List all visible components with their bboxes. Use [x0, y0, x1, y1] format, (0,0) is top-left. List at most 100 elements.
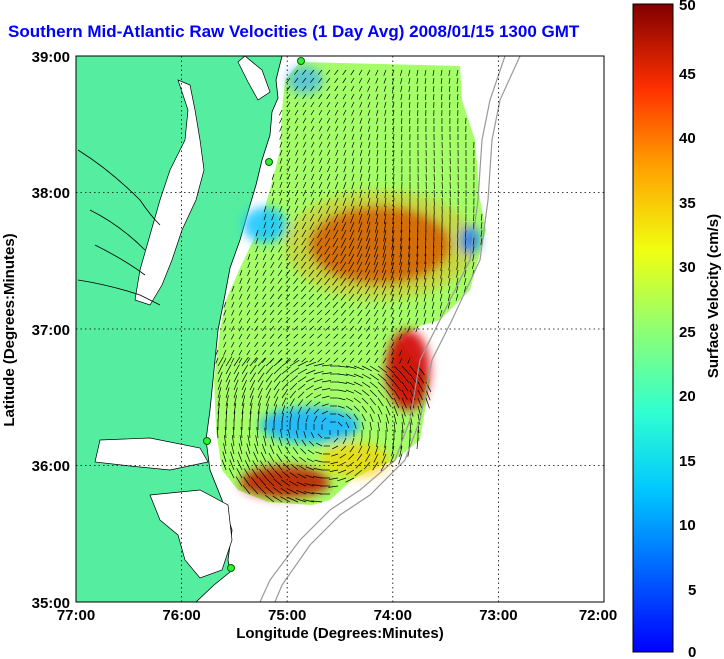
current-vector: [326, 133, 331, 140]
current-vector: [345, 373, 356, 378]
current-vector: [390, 317, 395, 325]
current-vector: [432, 85, 435, 92]
current-vector: [341, 325, 347, 332]
current-vector: [399, 261, 403, 273]
current-vector: [390, 277, 395, 288]
current-vector: [231, 293, 235, 300]
current-vector: [293, 277, 299, 285]
current-vector: [343, 157, 347, 165]
current-vector: [398, 269, 403, 281]
current-vector: [340, 277, 347, 286]
current-vector: [409, 397, 415, 409]
current-vector: [335, 141, 339, 148]
current-vector: [342, 69, 347, 76]
current-vector: [399, 253, 403, 266]
current-vector: [293, 341, 299, 347]
current-vector: [246, 443, 251, 455]
current-vector: [325, 357, 331, 363]
current-vector: [287, 173, 291, 180]
current-vector: [334, 189, 339, 198]
current-vector: [359, 181, 363, 190]
current-vector: [321, 417, 327, 423]
current-vector: [464, 245, 467, 254]
current-vector: [287, 165, 291, 172]
current-vector: [310, 93, 315, 100]
current-vector: [349, 349, 355, 355]
current-vector: [247, 261, 251, 269]
current-vector: [282, 462, 291, 471]
current-vector: [300, 277, 307, 285]
current-vector: [365, 317, 371, 324]
current-vector: [332, 253, 339, 263]
current-vector: [332, 277, 339, 286]
current-vector: [254, 325, 259, 332]
current-vector: [356, 277, 363, 287]
current-vector: [295, 181, 299, 189]
y-tick-label: 37:00: [32, 322, 70, 339]
current-vector: [295, 173, 299, 180]
current-vector: [305, 407, 311, 415]
current-vector: [262, 325, 267, 332]
current-vector: [233, 395, 238, 407]
james-river: [77, 279, 161, 306]
current-vector: [333, 317, 339, 324]
current-vector: [382, 245, 387, 258]
current-vector: [270, 436, 275, 447]
current-vector: [416, 77, 419, 84]
current-vector: [408, 101, 411, 108]
current-vector: [254, 277, 259, 284]
current-vector: [456, 245, 459, 255]
current-vector: [321, 403, 329, 407]
current-vector: [250, 477, 259, 487]
current-vector: [311, 165, 315, 172]
current-vector: [286, 93, 291, 100]
current-vector: [273, 381, 281, 391]
current-vector: [341, 309, 347, 316]
current-vector: [285, 357, 291, 363]
current-vector: [415, 277, 419, 288]
current-vector: [325, 333, 331, 339]
current-vector: [455, 285, 459, 294]
current-vector: [230, 451, 235, 463]
current-vector: [217, 395, 221, 407]
current-vector: [281, 366, 291, 375]
current-vector: [316, 285, 323, 293]
current-vector: [356, 269, 363, 280]
current-vector: [389, 453, 395, 465]
current-vector: [369, 397, 377, 406]
current-vector: [441, 181, 443, 189]
current-vector: [281, 479, 291, 487]
current-vector: [269, 301, 275, 308]
current-vector: [374, 341, 379, 348]
current-vector: [277, 349, 283, 355]
current-vector: [373, 253, 379, 266]
current-vector: [300, 293, 307, 300]
current-vector: [431, 285, 435, 294]
current-vector: [316, 277, 323, 285]
current-vector: [310, 133, 315, 140]
current-vector: [285, 349, 291, 355]
current-vector: [373, 293, 379, 302]
current-vector: [441, 237, 443, 248]
current-vector: [407, 293, 411, 303]
current-vector: [392, 189, 395, 199]
current-vector: [416, 69, 419, 76]
current-vector: [448, 269, 451, 279]
chesapeake-bay: [134, 79, 205, 306]
current-vector: [369, 373, 379, 381]
current-vector: [313, 378, 323, 383]
current-vector: [269, 293, 275, 300]
current-vector: [289, 375, 299, 383]
current-vector: [317, 357, 323, 363]
current-vector: [350, 197, 355, 207]
current-vector: [366, 341, 371, 348]
current-vector: [381, 277, 387, 288]
current-vector: [456, 269, 459, 278]
current-vector: [401, 397, 407, 409]
current-vector: [324, 285, 331, 293]
current-vector: [326, 85, 331, 92]
current-vector: [326, 125, 331, 132]
current-vector: [249, 357, 258, 367]
current-vector: [324, 261, 331, 271]
